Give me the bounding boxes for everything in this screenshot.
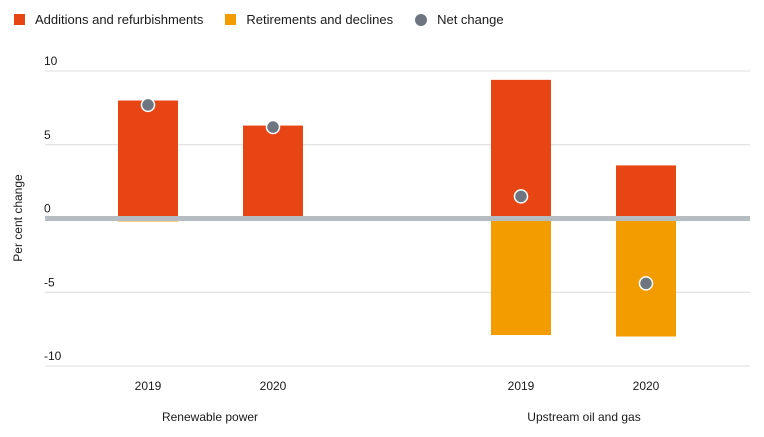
bars (118, 79, 676, 337)
legend-item-additions: Additions and refurbishments (14, 12, 203, 27)
x-tick-label: 2020 (260, 379, 287, 393)
net-change-points (140, 97, 654, 291)
net-change-point (265, 119, 281, 135)
x-tick-label: 2020 (633, 379, 660, 393)
group-label: Renewable power (162, 410, 258, 424)
y-tick-label: -5 (44, 275, 55, 289)
group-labels: Renewable power Upstream oil and gas (162, 410, 641, 424)
legend-item-net-change: Net change (415, 12, 504, 27)
legend: Additions and refurbishments Retirements… (14, 12, 526, 27)
y-axis-title: Per cent change (11, 174, 25, 262)
legend-label-additions: Additions and refurbishments (35, 12, 204, 27)
legend-swatch-additions (14, 14, 25, 25)
y-tick-label: 10 (44, 54, 58, 68)
legend-item-retirements: Retirements and declines (225, 12, 393, 27)
net-change-point (638, 276, 654, 291)
legend-label-retirements: Retirements and declines (246, 12, 394, 27)
legend-swatch-retirements (225, 14, 237, 25)
bar-retirements (491, 218, 551, 336)
x-tick-label: 2019 (135, 379, 162, 393)
legend-label-net-change: Net change (437, 12, 504, 27)
legend-swatch-net-change (415, 13, 428, 26)
net-change-point (140, 97, 156, 113)
y-tick-labels: 10 5 0 -5 -10 (44, 54, 62, 363)
net-change-point (513, 189, 529, 204)
bar-additions (118, 100, 178, 219)
bar-additions (243, 125, 303, 219)
y-tick-label: 5 (44, 128, 51, 142)
x-tick-labels: 2019 2020 2019 2020 (135, 379, 660, 393)
x-tick-label: 2019 (508, 379, 535, 393)
bar-additions (616, 165, 676, 219)
y-tick-label: 0 (44, 202, 51, 216)
group-label: Upstream oil and gas (527, 410, 640, 424)
y-tick-label: -10 (44, 349, 62, 363)
